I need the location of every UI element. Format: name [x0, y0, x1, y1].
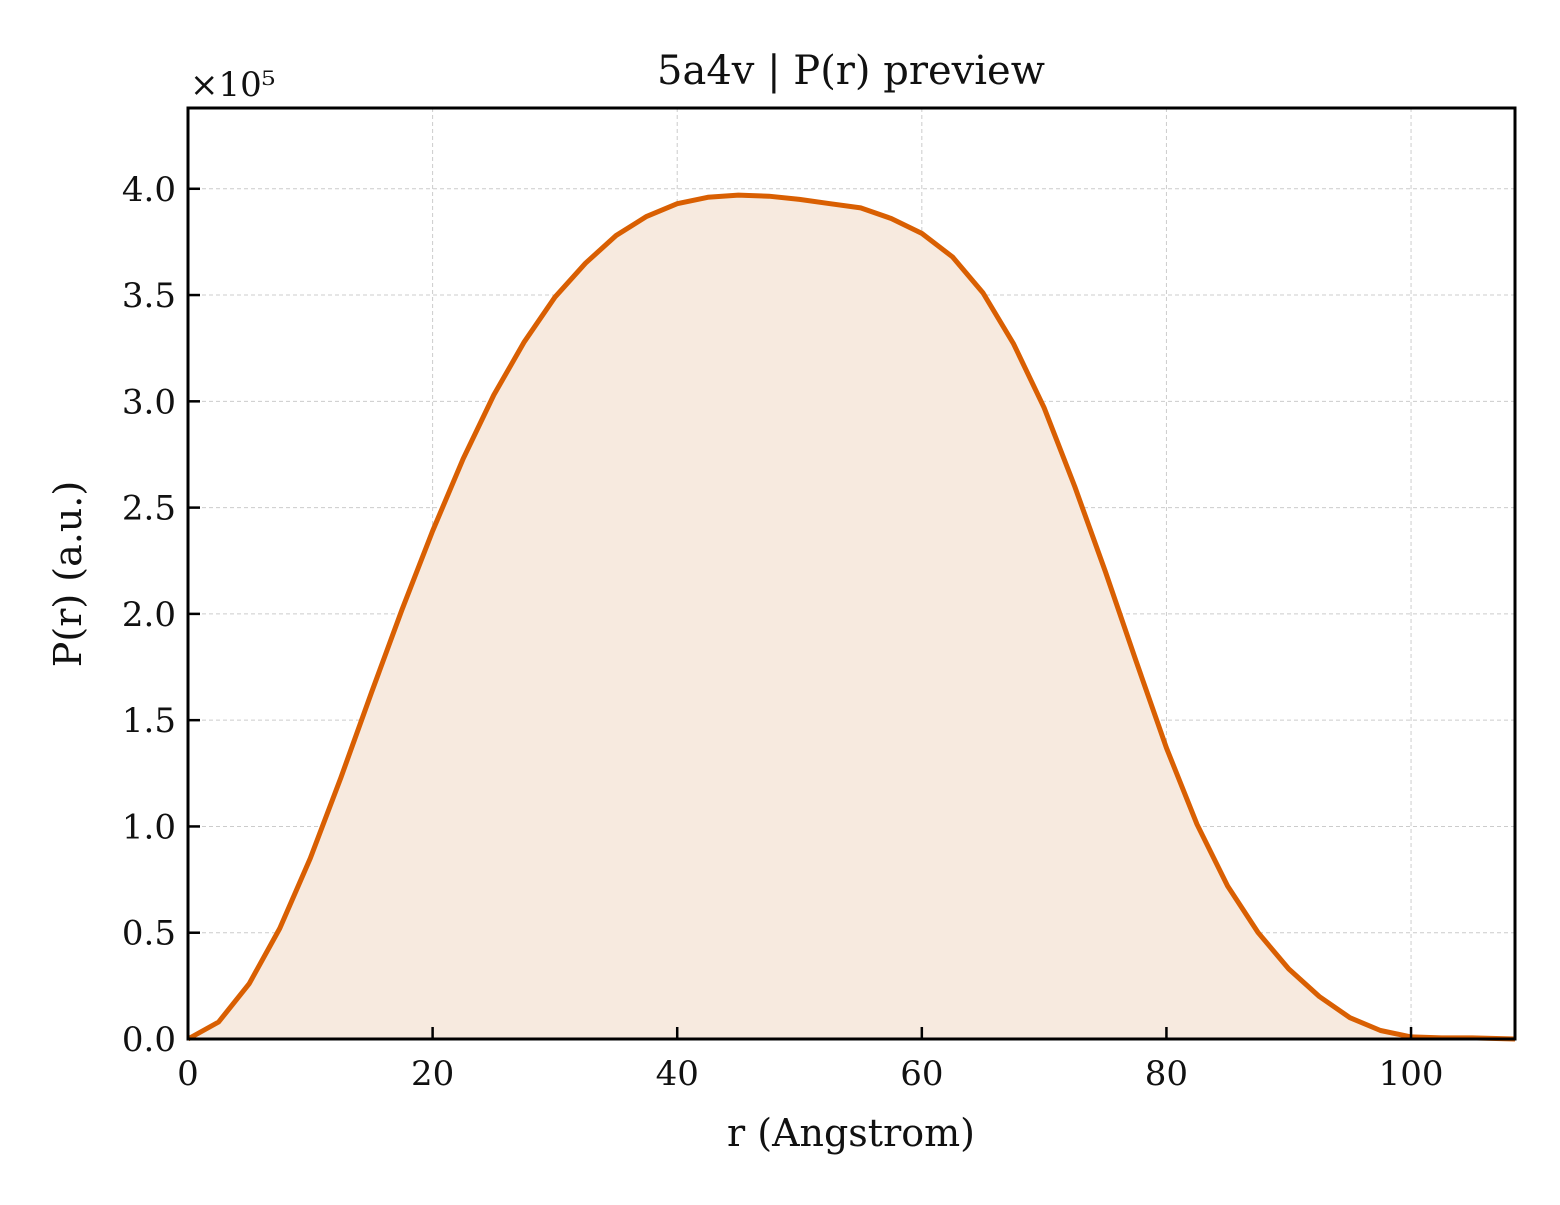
x-tick-label: 20 [411, 1054, 454, 1094]
y-tick-label: 3.5 [122, 276, 176, 316]
y-axis-label: P(r) (a.u.) [46, 481, 90, 667]
x-axis-label: r (Angstrom) [727, 1111, 975, 1155]
y-tick-label: 3.0 [122, 382, 176, 422]
y-tick-label: 4.0 [122, 170, 176, 210]
y-tick-label: 1.0 [122, 807, 176, 847]
chart-title: 5a4v | P(r) preview [657, 48, 1045, 94]
x-tick-label: 0 [177, 1054, 199, 1094]
x-tick-label: 60 [900, 1054, 943, 1094]
y-tick-label: 1.5 [122, 701, 176, 741]
y-tick-label: 2.0 [122, 595, 176, 635]
plot-frame [186, 106, 1517, 1041]
y-tick-label: 0.5 [122, 914, 176, 954]
y-tick-label: 0.0 [122, 1020, 176, 1060]
series-line [186, 192, 1516, 1042]
y-axis-multiplier: ×10⁵ [190, 65, 275, 105]
y-tick-label: 2.5 [122, 489, 176, 529]
tick-layer: 0 20 40 60 80 100 0.0 0.5 1.0 1.5 2.0 2.5 3.0 3.5 4.0 [122, 170, 1444, 1094]
x-tick-label: 80 [1145, 1054, 1188, 1094]
x-tick-label: 40 [656, 1054, 699, 1094]
area-fill [188, 195, 1515, 1040]
x-tick-label: 100 [1379, 1054, 1444, 1094]
